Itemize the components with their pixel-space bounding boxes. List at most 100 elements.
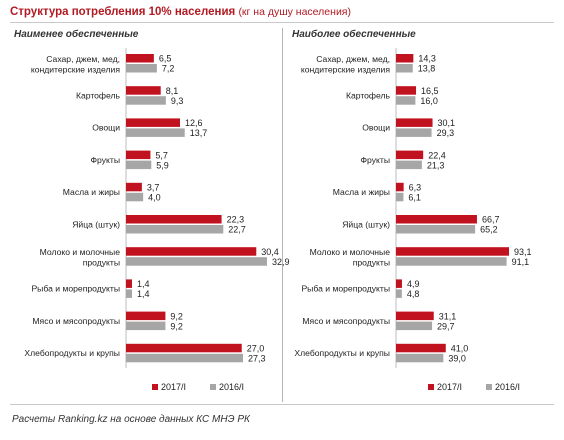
left-data-label: 32,9 [272, 257, 290, 267]
page-title: Структура потребления 10% населения (кг … [10, 6, 351, 18]
right-data-label: 65,2 [480, 225, 498, 235]
left-bar-2017 [126, 215, 222, 224]
left-bar-2017 [126, 343, 242, 353]
left-category-label: Сахар, джем, мед, кондитерские изделия [31, 54, 120, 75]
right-legend-label: 2016/I [495, 382, 520, 392]
right-data-label: 29,3 [437, 128, 455, 138]
right-data-label: 31,1 [439, 311, 457, 321]
left-category-label: Фрукты [91, 155, 120, 165]
right-data-label: 22,4 [428, 150, 446, 160]
left-data-label: 4,0 [148, 193, 161, 203]
right-bar-2017 [396, 118, 433, 127]
panel-title-right: Наиболее обеспеченные [292, 29, 416, 40]
right-data-label: 16,5 [421, 86, 439, 96]
left-category-label: Яйца (штук) [72, 219, 120, 229]
right-data-label: 4,8 [407, 289, 420, 299]
left-data-label: 5,9 [156, 160, 169, 170]
left-data-label: 6,5 [159, 54, 172, 64]
title-main: Структура потребления 10% населения [10, 6, 236, 18]
right-data-label: 91,1 [512, 257, 530, 267]
left-data-label: 8,1 [166, 86, 179, 96]
left-data-label: 5,7 [155, 150, 168, 160]
left-data-label: 27,0 [247, 344, 265, 354]
left-data-label: 9,2 [170, 311, 183, 321]
right-bar-2016 [396, 96, 416, 105]
right-category-label: Масла и жиры [333, 187, 390, 197]
left-data-label: 12,6 [185, 118, 203, 128]
right-category-label: Овощи [362, 123, 390, 133]
left-data-label: 9,2 [170, 321, 183, 331]
left-data-label: 27,3 [248, 354, 266, 364]
left-bar-2017 [126, 247, 257, 256]
right-data-label: 29,7 [437, 321, 455, 331]
right-bar-2017 [396, 279, 402, 288]
right-bar-2016 [396, 160, 422, 170]
right-data-label: 30,1 [438, 118, 456, 128]
right-data-label: 93,1 [514, 247, 532, 257]
left-data-label: 9,3 [171, 96, 184, 106]
panel-divider [282, 28, 283, 402]
left-bar-2017 [126, 150, 151, 160]
bottom-rule [10, 404, 554, 405]
left-data-label: 3,7 [147, 183, 160, 193]
right-data-label: 41,0 [451, 344, 469, 354]
right-category-label: Картофель [346, 90, 391, 100]
right-bar-2017 [396, 86, 417, 95]
right-bar-2016 [396, 257, 507, 266]
right-bar-2016 [396, 353, 444, 363]
right-bar-2016 [396, 128, 432, 137]
left-bar-2016 [126, 289, 132, 298]
right-bar-2017 [396, 311, 434, 321]
left-category-label: Молоко и молочные продукты [40, 247, 121, 268]
right-legend-swatch [428, 384, 434, 390]
title-rule [10, 22, 554, 23]
left-legend-swatch [152, 384, 158, 390]
right-data-label: 16,0 [420, 96, 438, 106]
right-category-label: Яйца (штук) [342, 219, 390, 229]
right-category-label: Фрукты [361, 155, 390, 165]
right-data-label: 6,1 [408, 193, 421, 203]
left-data-label: 1,4 [137, 289, 150, 299]
left-bar-2016 [126, 321, 166, 331]
left-bar-2016 [126, 225, 224, 234]
right-bar-2016 [396, 225, 476, 234]
panel-title-left: Наименее обеспеченные [14, 29, 139, 40]
right-category-label: Рыба и морепродукты [301, 284, 390, 294]
chart-left: Сахар, джем, мед, кондитерские изделия 6,5… [24, 48, 290, 392]
right-bar-2017 [396, 215, 477, 224]
left-bar-2017 [126, 54, 154, 63]
left-data-label: 13,7 [190, 128, 208, 138]
left-category-label: Рыба и морепродукты [31, 284, 120, 294]
left-legend-swatch [210, 384, 216, 390]
source-note: Расчеты Ranking.kz на основе данных КС М… [12, 414, 250, 425]
right-bar-2017 [396, 247, 509, 256]
left-legend-label: 2016/I [219, 382, 244, 392]
left-bar-2016 [126, 64, 157, 73]
right-legend-label: 2017/I [437, 382, 462, 392]
right-bar-2016 [396, 192, 404, 202]
right-bar-2016 [396, 321, 433, 331]
right-data-label: 66,7 [482, 215, 500, 225]
left-legend-label: 2017/I [161, 382, 186, 392]
right-bar-2016 [396, 64, 413, 73]
left-category-label: Картофель [76, 90, 121, 100]
left-data-label: 1,4 [137, 279, 150, 289]
right-category-label: Мясо и мясопродукты [302, 316, 390, 326]
left-data-label: 22,3 [227, 215, 245, 225]
left-category-label: Масла и жиры [63, 187, 120, 197]
left-data-label: 30,4 [261, 247, 279, 257]
left-data-label: 7,2 [162, 64, 175, 74]
right-data-label: 4,9 [407, 279, 420, 289]
left-bar-2017 [126, 182, 142, 192]
right-bar-2017 [396, 343, 446, 353]
left-bar-2016 [126, 192, 144, 202]
right-data-label: 13,8 [418, 64, 436, 74]
chart-right: Сахар, джем, мед, кондитерские изделия 14,… [294, 48, 532, 392]
title-subtitle: (кг на душу населения) [238, 6, 351, 18]
left-bar-2016 [126, 160, 152, 170]
left-bar-2017 [126, 279, 132, 288]
right-bar-2017 [396, 54, 414, 63]
left-bar-2017 [126, 118, 180, 127]
left-bar-2016 [126, 257, 267, 266]
right-data-label: 39,0 [448, 354, 466, 364]
